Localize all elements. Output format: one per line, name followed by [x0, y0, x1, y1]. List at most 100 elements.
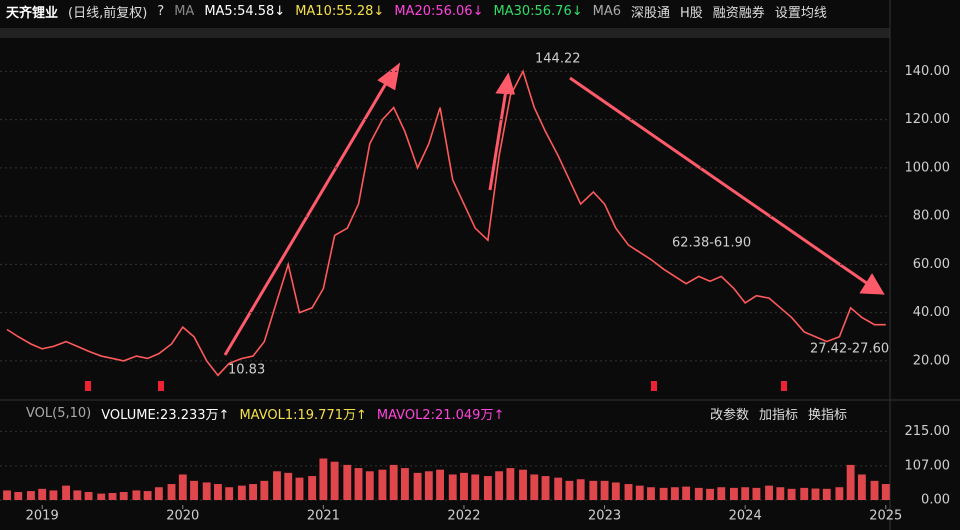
volume-bar [670, 487, 679, 500]
volume-bar [365, 471, 374, 500]
y-tick-label: 100.00 [905, 160, 951, 175]
volume-bar [635, 485, 644, 500]
volume-bar [295, 477, 304, 500]
marker [85, 381, 91, 391]
button[interactable]: H股 [680, 6, 703, 21]
ma20: MA20:56.06↓ [394, 4, 484, 19]
volume-bar [237, 485, 246, 500]
volume-bar [506, 468, 515, 500]
volume-bar [752, 487, 761, 500]
button[interactable]: 改参数 [710, 408, 750, 423]
volume-bar [413, 472, 422, 500]
volume-bar [870, 480, 879, 500]
volume-bar [682, 486, 691, 500]
ma-label: MA [174, 4, 195, 19]
ma30: MA30:56.76↓ [493, 4, 583, 19]
volume-bar [400, 468, 409, 500]
x-tick-label: 2022 [447, 509, 480, 524]
volume-bar [343, 464, 352, 500]
volume-bar [530, 474, 539, 500]
volume-bar [308, 476, 317, 500]
volume-bar [154, 487, 163, 500]
volume-bar [706, 488, 714, 500]
volume-bar [565, 480, 574, 500]
button[interactable]: 加指标 [759, 408, 799, 423]
volume-bar [541, 476, 550, 500]
annotation: 10.83 [228, 363, 265, 378]
volume-bar [647, 487, 655, 500]
volume-bar [225, 487, 234, 500]
volume-bar [424, 471, 433, 500]
volume-bar [741, 487, 750, 500]
y-tick-label: 80.00 [913, 209, 950, 224]
volume-bar [611, 482, 620, 500]
ma10: MA10:55.28↓ [295, 4, 385, 19]
volume-bar [811, 488, 820, 500]
y-tick-label: 40.00 [913, 305, 950, 320]
mavol1: MAVOL1:19.771万↑ [239, 408, 367, 423]
volume-bar [213, 484, 222, 500]
arrow [569, 76, 869, 286]
volume-bar [108, 492, 117, 500]
button[interactable]: 融资融券 [712, 6, 765, 21]
annotation: 144.22 [535, 52, 581, 67]
toolbar: 天齐锂业 (日线,前复权) ? MA MA5:54.58↓ MA10:55.28… [6, 2, 827, 21]
volume-bar [354, 468, 363, 500]
volume-bar [26, 491, 35, 500]
annotation: 62.38-61.90 [672, 236, 751, 251]
x-tick-label: 2019 [26, 509, 59, 524]
volume-bar [273, 471, 281, 500]
ma-more: MA6 [592, 4, 621, 19]
volume-bar [73, 490, 82, 500]
volume-bar [846, 464, 855, 500]
volume-bar [119, 492, 128, 500]
volume-bar [460, 472, 468, 500]
volume-bar [436, 469, 445, 500]
volume-bar [717, 487, 726, 500]
marker [651, 381, 657, 391]
volume-bar [659, 487, 668, 500]
price-line [6, 69, 886, 377]
marker [158, 381, 164, 391]
volume-bar [389, 464, 398, 500]
vol: VOL(5,10) [26, 406, 92, 421]
volume-bar [3, 490, 11, 500]
ma5: MA5:54.58↓ [204, 4, 286, 19]
y-tick-label: 0.00 [921, 493, 950, 508]
y-tick-label: 60.00 [913, 257, 950, 272]
volume-bar [800, 487, 809, 500]
volume-buttons: 改参数 加指标 换指标 [710, 404, 847, 423]
hidden-row [0, 28, 890, 38]
volume-bar [519, 469, 527, 500]
x-tick-label: 2020 [166, 509, 199, 524]
volume-bar [495, 471, 504, 500]
volume-bar [787, 488, 796, 500]
volume-bar [576, 479, 585, 500]
y-tick-label: 20.00 [913, 353, 950, 368]
button[interactable]: 深股通 [631, 6, 671, 21]
volume: VOLUME:23.233万↑ [101, 408, 230, 423]
arrow-head [859, 273, 885, 295]
button[interactable]: 设置均线 [774, 6, 827, 21]
volume-bar [554, 477, 563, 500]
stock-name[interactable]: 天齐锂业 [6, 6, 59, 21]
volume-bar [857, 474, 866, 500]
volume-bar [471, 474, 480, 500]
y-tick-label: 215.00 [905, 424, 951, 439]
mavol2: MAVOL2:21.049万↑ [376, 408, 505, 423]
annotation: 27.42-27.60 [810, 342, 889, 357]
help[interactable]: ? [157, 4, 165, 19]
arrow-head [495, 72, 516, 95]
volume-bar [378, 469, 387, 500]
arrows [223, 62, 885, 356]
button[interactable]: 换指标 [808, 408, 848, 423]
volume-bar [765, 485, 774, 500]
volume-bar [624, 484, 633, 500]
volume-toolbar: VOL(5,10) VOLUME:23.233万↑ MAVOL1:19.771万… [26, 404, 504, 423]
volume-bar [249, 484, 258, 500]
volume-bar [776, 487, 785, 500]
volume-bar [97, 493, 106, 500]
volume-bar [319, 458, 328, 500]
volume-bar [600, 480, 609, 500]
